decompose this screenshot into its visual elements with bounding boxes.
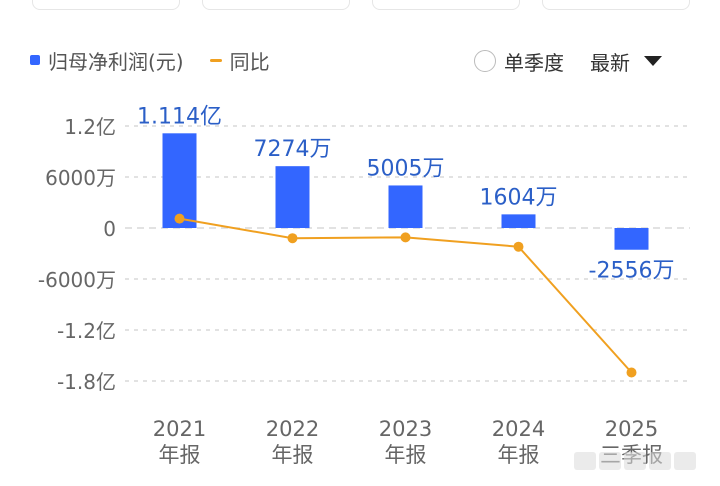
x-tick-label: 2021 [153, 417, 206, 441]
x-tick-label: 年报 [159, 443, 201, 467]
y-tick-label: 1.2亿 [64, 115, 116, 139]
legend-item-yoy[interactable]: 同比 [229, 49, 270, 74]
watermark-logo [574, 452, 696, 470]
bar [388, 185, 423, 228]
bar-legend-swatch [30, 55, 40, 65]
chart-controls: 单季度 最新 [474, 46, 662, 76]
yoy-point [287, 233, 298, 244]
single-quarter-radio[interactable] [474, 50, 496, 72]
x-tick-label: 2024 [492, 417, 545, 441]
bar-value-label: 7274万 [254, 137, 332, 162]
y-tick-label: 6000万 [45, 166, 116, 190]
yoy-point [174, 213, 185, 224]
chart-legend: 归母净利润(元) 同比 [30, 46, 270, 74]
yoy-point [513, 241, 524, 252]
y-tick-label: -6000万 [38, 268, 116, 292]
bar [501, 214, 536, 228]
caret-down-icon [644, 56, 662, 66]
sort-dropdown[interactable]: 最新 [590, 47, 662, 76]
x-tick-label: 2022 [266, 417, 319, 441]
bar-value-label: 1604万 [480, 185, 558, 210]
x-tick-label: 2023 [379, 417, 432, 441]
bar [275, 166, 310, 228]
yoy-point [626, 367, 637, 378]
x-tick-label: 年报 [272, 443, 314, 467]
bar-value-label: 5005万 [367, 156, 445, 181]
single-quarter-label[interactable]: 单季度 [504, 50, 564, 75]
y-tick-label: -1.2亿 [57, 319, 116, 343]
top-tabs-row [0, 0, 720, 10]
bar-value-label: 1.114亿 [137, 104, 222, 129]
sort-label: 最新 [590, 50, 630, 75]
bar [614, 228, 649, 250]
y-tick-label: -1.8亿 [57, 370, 116, 394]
line-legend-swatch [209, 58, 222, 62]
x-tick-label: 年报 [385, 443, 427, 467]
yoy-point [400, 232, 411, 243]
x-tick-label: 2025 [605, 417, 658, 441]
bar-value-label: -2556万 [589, 259, 675, 284]
x-tick-label: 年报 [498, 443, 540, 467]
y-tick-label: 0 [103, 217, 116, 241]
bar [162, 133, 197, 228]
legend-item-net-profit[interactable]: 归母净利润(元) [48, 49, 184, 74]
